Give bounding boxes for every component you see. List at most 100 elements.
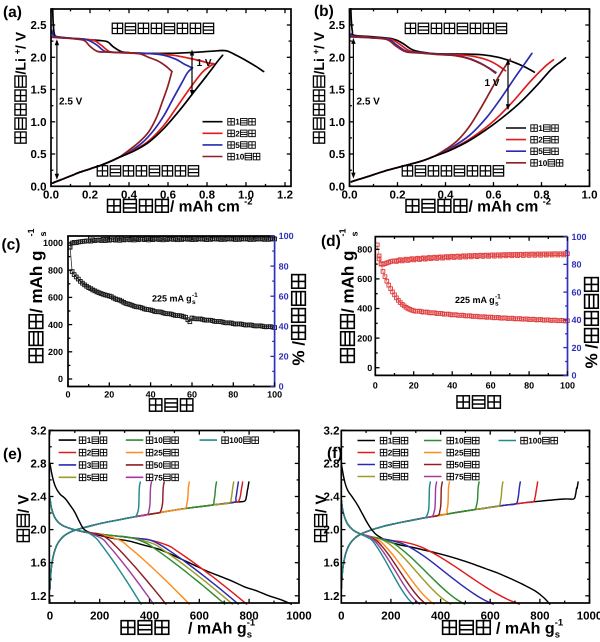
svg-text:/ V: / V <box>16 495 33 513</box>
svg-text:5: 5 <box>388 473 393 482</box>
svg-text:10: 10 <box>154 436 164 445</box>
svg-text:/ mAh cm: / mAh cm <box>469 199 539 216</box>
svg-text:s: s <box>192 299 196 306</box>
svg-text:-1: -1 <box>338 228 348 236</box>
svg-text:75: 75 <box>454 473 464 482</box>
svg-text:200: 200 <box>90 611 109 623</box>
svg-text:1000: 1000 <box>286 611 312 623</box>
svg-text:2.8: 2.8 <box>324 458 341 470</box>
svg-text:1 V: 1 V <box>197 58 212 69</box>
svg-text:20: 20 <box>279 352 289 362</box>
svg-text:-1: -1 <box>26 228 36 236</box>
svg-text:2.5: 2.5 <box>31 20 48 32</box>
svg-text:100: 100 <box>279 231 294 241</box>
svg-text:0.0: 0.0 <box>342 190 358 202</box>
svg-text:0: 0 <box>279 382 284 392</box>
svg-text:0: 0 <box>367 363 372 373</box>
svg-text:2.8: 2.8 <box>31 458 48 470</box>
svg-text:0: 0 <box>58 374 63 384</box>
svg-text:1.6: 1.6 <box>324 558 340 570</box>
svg-text:400: 400 <box>48 320 63 330</box>
svg-text:0: 0 <box>47 611 53 623</box>
svg-text:40: 40 <box>572 315 582 325</box>
svg-text:/ mAh g: / mAh g <box>188 621 247 638</box>
svg-text:s: s <box>38 231 48 236</box>
svg-text:1.2: 1.2 <box>31 591 47 603</box>
svg-text:60: 60 <box>486 381 496 391</box>
svg-text:s: s <box>495 301 499 308</box>
svg-text:1: 1 <box>388 437 393 446</box>
svg-text:5: 5 <box>87 473 92 482</box>
svg-text:0.5: 0.5 <box>329 149 346 161</box>
svg-text:0: 0 <box>373 381 378 391</box>
svg-text:1.0: 1.0 <box>329 117 345 129</box>
svg-text:2.0: 2.0 <box>31 52 47 64</box>
svg-text:0.4: 0.4 <box>121 190 138 202</box>
svg-text:5: 5 <box>235 141 240 150</box>
svg-text:100: 100 <box>229 436 243 445</box>
svg-text:-1: -1 <box>247 618 256 629</box>
svg-text:1.2: 1.2 <box>277 190 293 202</box>
svg-text:1: 1 <box>538 124 543 133</box>
svg-text:0.0: 0.0 <box>31 181 47 193</box>
svg-text:100: 100 <box>267 390 282 400</box>
svg-text:80: 80 <box>228 390 238 400</box>
svg-text:/ V: / V <box>13 31 29 49</box>
svg-text:s: s <box>350 231 360 236</box>
svg-text:3: 3 <box>87 461 92 470</box>
svg-text:225 mA g: 225 mA g <box>152 294 192 304</box>
svg-text:1: 1 <box>87 436 92 445</box>
svg-text:1.5: 1.5 <box>31 85 48 97</box>
svg-text:0.2: 0.2 <box>82 190 98 202</box>
svg-text:s: s <box>247 630 252 641</box>
svg-text:3.2: 3.2 <box>31 425 47 437</box>
svg-text:1.0: 1.0 <box>31 117 47 129</box>
svg-text:-2: -2 <box>244 197 252 208</box>
svg-text:25: 25 <box>454 449 464 458</box>
svg-text:3.2: 3.2 <box>324 425 340 437</box>
svg-text:/Li: /Li <box>13 58 29 74</box>
svg-text:80: 80 <box>572 260 582 270</box>
svg-text:75: 75 <box>154 473 164 482</box>
svg-text:200: 200 <box>381 611 400 623</box>
svg-text:2.5 V: 2.5 V <box>59 97 83 108</box>
svg-text:0.6: 0.6 <box>486 190 502 202</box>
svg-text:1000: 1000 <box>43 238 63 248</box>
svg-text:1.6: 1.6 <box>31 558 47 570</box>
svg-text:0.5: 0.5 <box>31 149 48 161</box>
svg-text:100: 100 <box>560 381 575 391</box>
svg-text:-1: -1 <box>555 618 564 629</box>
svg-text:10: 10 <box>454 437 464 446</box>
svg-text:40: 40 <box>447 381 457 391</box>
svg-text:1.0: 1.0 <box>582 190 598 202</box>
svg-text:(a): (a) <box>3 4 22 21</box>
svg-text:5: 5 <box>538 147 543 156</box>
svg-text:80: 80 <box>279 261 289 271</box>
svg-text:+: + <box>13 49 23 54</box>
svg-text:60: 60 <box>187 390 197 400</box>
svg-text:/ mAh cm: / mAh cm <box>170 199 240 216</box>
svg-text:(d): (d) <box>321 233 341 250</box>
svg-text:0: 0 <box>338 611 344 623</box>
svg-text:1: 1 <box>235 118 240 127</box>
svg-text:-1: -1 <box>192 292 198 299</box>
svg-text:0.6: 0.6 <box>160 190 176 202</box>
svg-text:0.0: 0.0 <box>329 181 345 193</box>
svg-text:600: 600 <box>190 611 209 623</box>
svg-text:60: 60 <box>572 287 582 297</box>
svg-text:0.2: 0.2 <box>390 190 406 202</box>
svg-text:400: 400 <box>431 611 450 623</box>
svg-text:3: 3 <box>388 461 393 470</box>
svg-text:600: 600 <box>48 293 63 303</box>
svg-text:2: 2 <box>87 449 92 458</box>
svg-text:/ V: / V <box>311 31 327 49</box>
svg-text:2.5: 2.5 <box>329 20 346 32</box>
svg-text:-1: -1 <box>495 294 501 301</box>
svg-text:200: 200 <box>48 347 63 357</box>
svg-text:60: 60 <box>279 291 289 301</box>
svg-text:0: 0 <box>65 390 70 400</box>
svg-text:+: + <box>311 49 321 54</box>
svg-text:100: 100 <box>528 437 542 446</box>
svg-text:2.0: 2.0 <box>329 52 345 64</box>
svg-text:2.0: 2.0 <box>31 525 47 537</box>
